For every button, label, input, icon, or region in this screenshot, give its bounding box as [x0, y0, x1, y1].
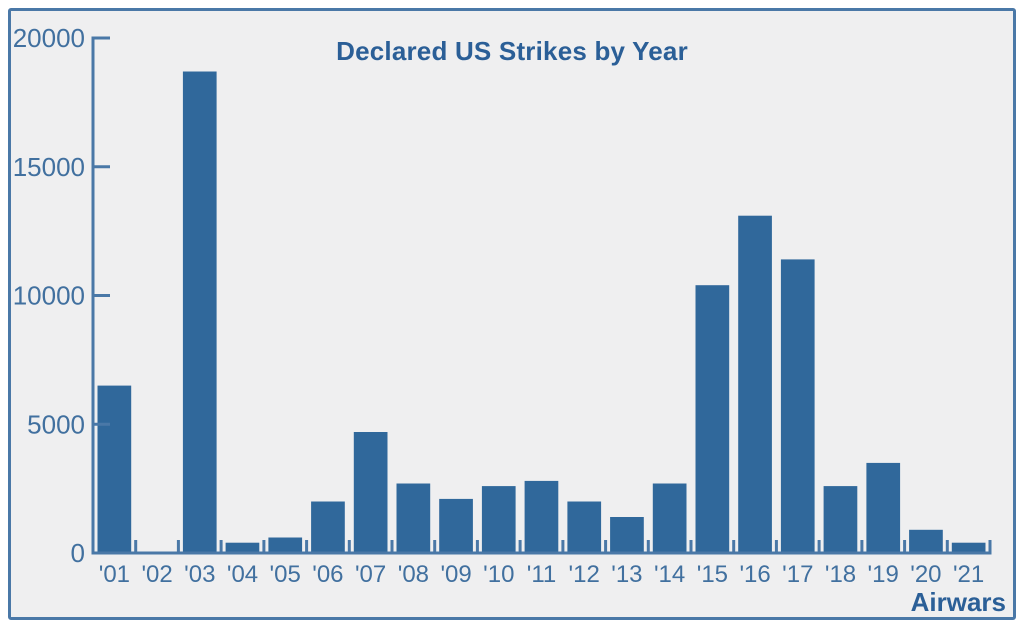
x-tick-label-20: '20 — [910, 561, 941, 588]
bar-13 — [610, 517, 644, 553]
bar-15 — [695, 285, 730, 553]
bar-12 — [567, 501, 602, 553]
x-tick-label-10: '10 — [483, 561, 514, 588]
bar-14 — [652, 483, 687, 553]
bar-10 — [481, 486, 516, 554]
bar-01 — [97, 385, 132, 553]
x-tick-label-04: '04 — [227, 561, 258, 588]
x-tick-label-03: '03 — [184, 561, 215, 588]
bar-18 — [823, 486, 858, 554]
bar-17 — [780, 259, 815, 553]
x-tick-label-09: '09 — [440, 561, 471, 588]
bar-08 — [396, 483, 431, 553]
x-tick-label-01: '01 — [99, 561, 130, 588]
y-tick-label-0: 0 — [71, 538, 85, 568]
chart-title: Declared US Strikes by Year — [336, 36, 688, 66]
x-tick-label-11: '11 — [527, 561, 557, 588]
bar-06 — [311, 501, 345, 553]
x-tick-label-12: '12 — [569, 561, 600, 588]
x-tick-label-19: '19 — [868, 561, 899, 588]
y-tick-label-20000: 20000 — [13, 23, 85, 53]
x-tick-label-15: '15 — [697, 561, 728, 588]
x-tick-label-17: '17 — [782, 561, 813, 588]
x-tick-label-16: '16 — [739, 561, 770, 588]
bar-04 — [225, 542, 260, 553]
x-tick-label-14: '14 — [654, 561, 685, 588]
x-tick-label-13: '13 — [611, 561, 642, 588]
bar-03 — [182, 71, 217, 553]
x-tick-label-21: '21 — [953, 561, 984, 588]
bar-16 — [738, 215, 772, 553]
x-tick-label-06: '06 — [312, 561, 343, 588]
bar-21 — [951, 542, 986, 553]
y-tick-label-10000: 10000 — [13, 281, 85, 311]
bar-20 — [909, 529, 943, 553]
bar-09 — [439, 498, 473, 553]
y-tick-label-5000: 5000 — [27, 409, 85, 439]
attribution-airwars: Airwars — [910, 587, 1006, 617]
x-tick-label-18: '18 — [825, 561, 856, 588]
x-tick-label-07: '07 — [355, 561, 386, 588]
bar-05 — [268, 537, 303, 553]
bar-07 — [353, 432, 388, 553]
x-tick-label-08: '08 — [398, 561, 429, 588]
bar-19 — [866, 462, 901, 553]
x-tick-label-05: '05 — [270, 561, 301, 588]
y-tick-label-15000: 15000 — [13, 152, 85, 182]
bar-11 — [524, 480, 559, 553]
x-tick-label-02: '02 — [141, 561, 172, 588]
